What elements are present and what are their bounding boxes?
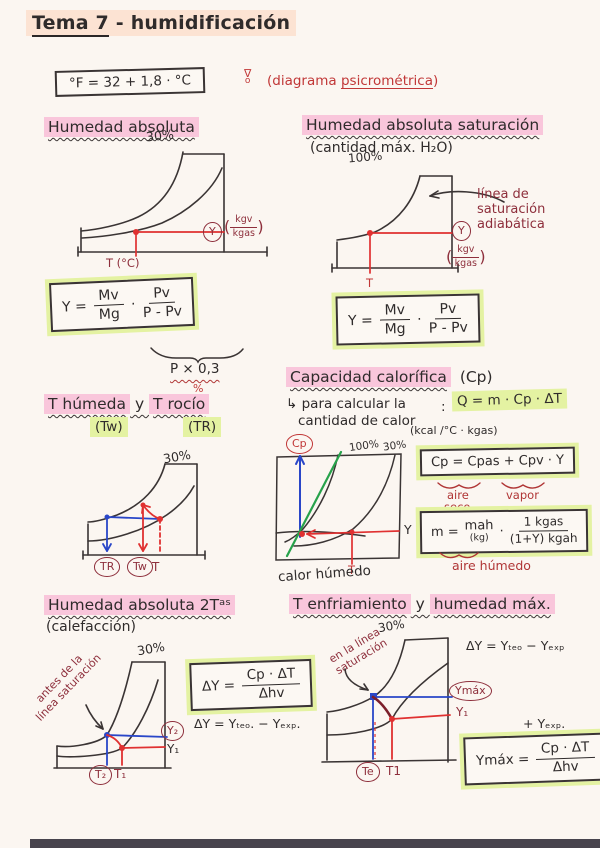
aire-seco-note-1: aire xyxy=(447,488,469,502)
section-title-saturacion: Humedad absoluta saturación xyxy=(302,115,544,135)
ymax-formula-box: Ymáx = Cp · ΔT Δhv xyxy=(459,728,600,790)
enfriamiento-t1-label: T1 xyxy=(386,764,401,778)
section-title-cp: Capacidad calorífica (Cp) xyxy=(286,367,493,387)
title-rest: - humidificación xyxy=(108,12,291,34)
cp-chart-sketch xyxy=(275,450,402,565)
section-title-enfriamiento: T enfriamiento y humedad máx. xyxy=(289,594,555,614)
tr-sub-label: (TR) xyxy=(183,417,222,437)
enfriamiento-y1-label: Y₁ xyxy=(456,705,469,719)
cp-axis-circled-label: Cp xyxy=(286,434,313,454)
cp-units: (kcal /°C · kgas) xyxy=(410,424,498,437)
saturacion-x-axis-label: T xyxy=(366,276,374,290)
calefaccion-chart-sketch xyxy=(53,661,172,769)
y2-circled-label: Y₂ xyxy=(161,721,185,741)
aire-humedo-note: aire húmedo xyxy=(452,558,531,573)
tr-circled-label: TR xyxy=(94,557,121,577)
humedad-chart-sketch xyxy=(77,151,268,257)
brace-aire-humedo xyxy=(439,552,479,559)
y-axis-circled-label: Y xyxy=(203,222,222,242)
humedad-x-axis-label: T (°C) xyxy=(106,256,140,270)
enfriamiento-dy-definition: ΔY = Yₜₑₒ − Yₑₓₚ xyxy=(466,638,565,653)
percent-note: % xyxy=(193,382,204,395)
saturation-units: ( kgv kgas ) xyxy=(446,244,486,269)
te-circled-label: Te xyxy=(356,762,380,782)
underbrace xyxy=(150,347,244,364)
y-axis-circled-label-sat: Y xyxy=(452,221,471,241)
t1-label: T₁ xyxy=(114,767,127,781)
scan-edge-bar xyxy=(30,839,600,848)
cp-note-line2: cantidad de calor xyxy=(298,413,416,429)
saturacion-subtitle: (cantidad máx. H₂O) xyxy=(310,140,453,156)
ymax-circled-label: Ymáx xyxy=(449,681,492,701)
psychrometric-note: (diagrama psicrométrica) xyxy=(267,73,439,89)
title-lead: Tema 7 xyxy=(32,12,109,37)
calefaccion-subtitle: (calefacción) xyxy=(46,619,136,635)
page-title: Tema 7 - humidificación xyxy=(26,10,297,37)
tw-sub-label: (Tw) xyxy=(90,417,128,437)
cp-note-colon: : xyxy=(441,399,446,415)
brace-aire-seco xyxy=(437,482,481,489)
plus-yexp-note: + Yₑₓₚ. xyxy=(523,716,566,731)
conversion-formula: °F = 32 + 1,8 · °C xyxy=(68,72,192,92)
saturacion-chart-sketch xyxy=(331,175,505,274)
formula-y-box-left: Y = Mv Mg · Pv P - Pv xyxy=(44,272,199,337)
section-title-temps: T húmeda y T rocío xyxy=(44,394,210,414)
t-label: T xyxy=(152,560,160,574)
section-title-calefaccion: Humedad absoluta 2Tᵃˢ xyxy=(44,595,235,615)
tw-circled-label: Tw xyxy=(127,557,153,577)
cp-note-line1: ↳ para calcular la xyxy=(286,396,406,412)
m-formula-box: m = mah (kg) · 1 kgas (1+Y) kgah xyxy=(415,504,593,558)
cp-y-label: Y xyxy=(404,522,412,537)
t2-circled-label: T₂ xyxy=(89,765,113,785)
section-title-humedad-absoluta: Humedad absoluta xyxy=(44,117,199,137)
enfriamiento-chart-sketch xyxy=(321,637,457,763)
temperature-conversion-box: °F = 32 + 1,8 · °C xyxy=(54,67,206,97)
approx-note: P × 0,3 xyxy=(170,361,220,377)
nabla-symbol: ∇ o xyxy=(244,67,252,86)
y1-label: Y₁ xyxy=(167,742,180,756)
formula-y-box-right: Y = Mv Mg · Pv P - Pv xyxy=(331,289,485,350)
q-formula: Q = m · Cp · ΔT xyxy=(451,388,568,412)
adiabatic-saturation-annotation: línea de saturación adiabática xyxy=(477,187,546,232)
cp-formula-box: Cp = Cpas + Cpv · Y xyxy=(415,442,580,481)
humidity-units: ( kgv kgas ) xyxy=(224,214,264,239)
temps-chart-sketch xyxy=(82,463,206,560)
vapor-note: vapor xyxy=(506,488,539,502)
brace-vapor xyxy=(501,482,545,489)
dy-formula-box: ΔY = Cp · ΔT Δhv xyxy=(185,654,318,716)
dy-definition: ΔY = Yₜₑₒ. − Yₑₓₚ. xyxy=(194,716,301,731)
cp-t-label: T xyxy=(348,563,356,577)
